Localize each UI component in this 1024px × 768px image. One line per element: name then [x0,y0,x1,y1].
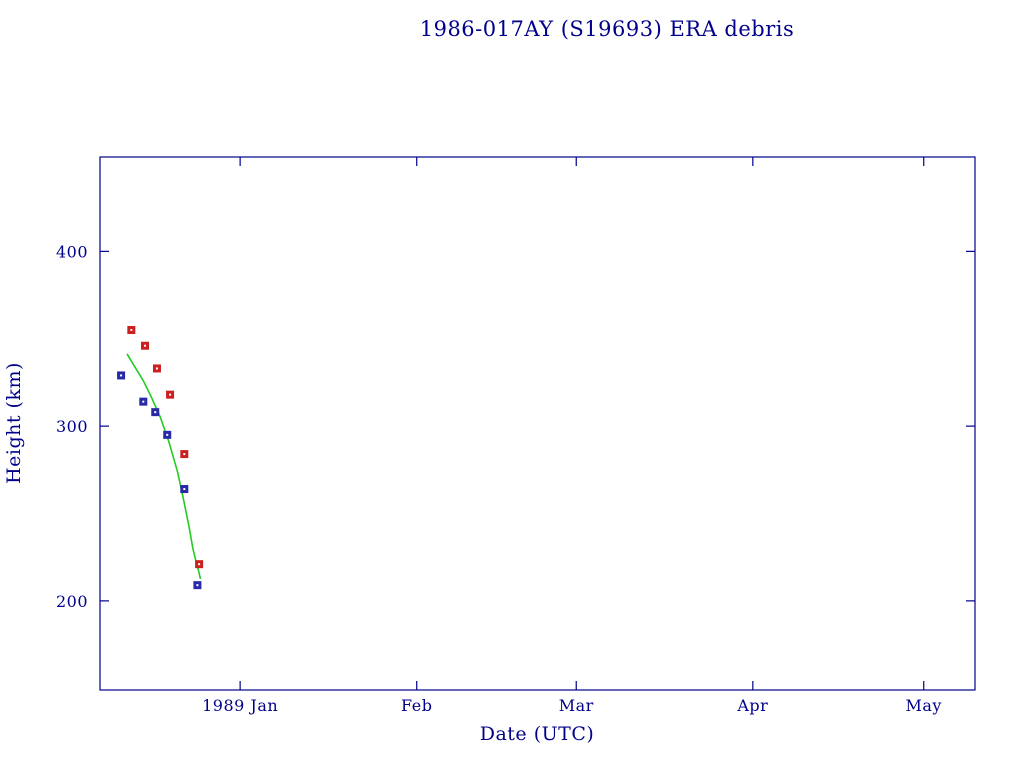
data-point-center-apogee-height [169,393,172,396]
plot-frame: 1989 Jan Feb Mar Apr May 200 300 400 [56,156,976,715]
data-point-center-perigee-height [183,488,186,491]
data-point-center-apogee-height [144,344,147,347]
x-tick-label: May [905,696,941,715]
x-tick-label: Apr [736,696,768,715]
x-tick-label: 1989 Jan [202,696,278,715]
fit-line-layer [126,353,202,579]
data-point-center-apogee-height [183,453,186,456]
data-point-layer [117,326,204,590]
data-point-center-perigee-height [166,433,169,436]
data-point-center-perigee-height [142,400,145,403]
y-tick-label: 400 [56,242,88,261]
x-axis-label: Date (UTC) [480,723,595,745]
mean-height-decay-fit [126,353,202,579]
data-point-center-apogee-height [130,329,133,332]
data-point-center-apogee-height [155,367,158,370]
axes-box [99,156,976,691]
x-tick-label: Mar [559,696,594,715]
y-tick-label: 200 [56,592,88,611]
data-point-center-perigee-height [154,411,157,414]
y-axis-label: Height (km) [3,362,25,484]
x-tick-label: Feb [401,696,432,715]
chart-title: 1986-017AY (S19693) ERA debris [420,17,795,41]
data-point-center-perigee-height [120,374,123,377]
data-point-center-perigee-height [196,584,199,587]
data-point-center-apogee-height [198,563,201,566]
y-tick-label: 300 [56,417,88,436]
